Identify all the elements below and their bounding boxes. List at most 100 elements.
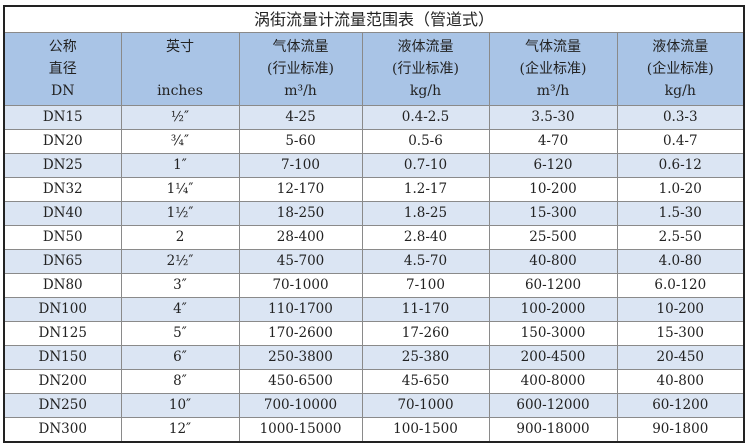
table-cell: 6.0-120 <box>616 273 745 298</box>
table-cell: 1″ <box>120 153 240 178</box>
table-cell: DN80 <box>3 273 122 298</box>
header-line: (企业标准) <box>646 61 714 77</box>
table-cell: 8″ <box>120 369 240 394</box>
table-row: DN300 12″ 1000-15000 100-1500 900-18000 90-18… <box>3 417 745 443</box>
table-cell: 90-1800 <box>616 417 745 443</box>
table-cell: 45-700 <box>238 249 363 274</box>
column-header: 气体流量 (行业标准) m³/h <box>238 32 363 106</box>
table-row: DN50 2 28-400 2.8-40 25-500 2.5-50 <box>3 225 745 250</box>
table-cell: 7-100 <box>361 273 490 298</box>
table-cell: 6-120 <box>488 153 618 178</box>
table-row: DN40 1½″ 18-250 1.8-25 15-300 1.5-30 <box>3 201 745 226</box>
table-cell: 1.0-20 <box>616 177 745 202</box>
header-line: (行业标准) <box>392 61 459 77</box>
table-cell: DN100 <box>3 297 122 322</box>
header-line: (企业标准) <box>519 61 587 77</box>
table-cell: 1.2-17 <box>361 177 490 202</box>
table-cell: 45-650 <box>361 369 490 394</box>
table-cell: 700-10000 <box>238 393 363 418</box>
table-cell: 5-60 <box>238 129 363 154</box>
header-line: 英寸 <box>166 39 194 55</box>
header-line: inches <box>157 83 203 99</box>
header-line: 液体流量 <box>652 39 709 55</box>
table-cell: DN250 <box>3 393 122 418</box>
table-cell: 0.6-12 <box>616 153 745 178</box>
table-row: DN15 ½″ 4-25 0.4-2.5 3.5-30 0.3-3 <box>3 105 745 130</box>
table-cell: DN200 <box>3 369 122 394</box>
header-line: 气体流量 <box>272 39 329 55</box>
column-header: 公称 直径 DN <box>3 32 122 106</box>
header-line: 直径 <box>48 61 77 77</box>
table-cell: 60-1200 <box>488 273 618 298</box>
table-cell: 3″ <box>120 273 240 298</box>
table-cell: 5″ <box>120 321 240 346</box>
table-cell: 60-1200 <box>616 393 745 418</box>
table-cell: 18-250 <box>238 201 363 226</box>
table-cell: 4″ <box>120 297 240 322</box>
header-line: m³/h <box>284 83 317 99</box>
table-cell: 1¼″ <box>120 177 240 202</box>
header-row: 公称 直径 DN 英寸 inches 气体流量 (行业标准) m³/h 液体流量 (行业标准) kg… <box>3 32 745 106</box>
table-title: 涡街流量计流量范围表（管道式） <box>3 5 745 33</box>
table-row: DN65 2½″ 45-700 4.5-70 40-800 4.0-80 <box>3 249 745 274</box>
header-line: 气体流量 <box>525 39 581 55</box>
table-cell: DN40 <box>3 201 122 226</box>
table-cell: 250-3800 <box>238 345 363 370</box>
table-row: DN250 10″ 700-10000 70-1000 600-12000 60-1200 <box>3 393 745 418</box>
table-cell: 170-2600 <box>238 321 363 346</box>
table-cell: 100-1500 <box>361 417 490 443</box>
table-cell: 10-200 <box>488 177 618 202</box>
table-cell: 25-500 <box>488 225 618 250</box>
table-cell: 2 <box>120 225 240 250</box>
table-cell: 110-1700 <box>238 297 363 322</box>
table-row: DN125 5″ 170-2600 17-260 150-3000 15-300 <box>3 321 745 346</box>
table-cell: 12″ <box>120 417 240 443</box>
header-line: 液体流量 <box>397 39 454 55</box>
table-cell: 15-300 <box>616 321 745 346</box>
table-cell: DN150 <box>3 345 122 370</box>
table-cell: DN15 <box>3 105 122 130</box>
table-cell: 40-800 <box>488 249 618 274</box>
table-cell: 200-4500 <box>488 345 618 370</box>
table-cell: 0.4-2.5 <box>361 105 490 130</box>
table-cell: 1.5-30 <box>616 201 745 226</box>
header-line: (行业标准) <box>267 61 334 77</box>
table-cell: 2.5-50 <box>616 225 745 250</box>
table-row: DN150 6″ 250-3800 25-380 200-4500 20-450 <box>3 345 745 370</box>
table-cell: 40-800 <box>616 369 745 394</box>
table-cell: 1.8-25 <box>361 201 490 226</box>
table-cell: 28-400 <box>238 225 363 250</box>
table-cell: 400-8000 <box>488 369 618 394</box>
table-cell: 10-200 <box>616 297 745 322</box>
header-line: DN <box>51 83 75 99</box>
header-line: kg/h <box>409 83 442 99</box>
table-row: DN25 1″ 7-100 0.7-10 6-120 0.6-12 <box>3 153 745 178</box>
table-cell: DN300 <box>3 417 122 443</box>
table-cell: 70-1000 <box>361 393 490 418</box>
table-cell: DN65 <box>3 249 122 274</box>
table-row: DN20 ¾″ 5-60 0.5-6 4-70 0.4-7 <box>3 129 745 154</box>
table-row: DN200 8″ 450-6500 45-650 400-8000 40-800 <box>3 369 745 394</box>
table-row: DN80 3″ 70-1000 7-100 60-1200 6.0-120 <box>3 273 745 298</box>
table-cell: DN50 <box>3 225 122 250</box>
table-cell: 150-3000 <box>488 321 618 346</box>
table-cell: 4.5-70 <box>361 249 490 274</box>
table-cell: 0.3-3 <box>616 105 745 130</box>
table-cell: 0.4-7 <box>616 129 745 154</box>
table-cell: 4-25 <box>238 105 363 130</box>
table-row: DN32 1¼″ 12-170 1.2-17 10-200 1.0-20 <box>3 177 745 202</box>
table-cell: 15-300 <box>488 201 618 226</box>
table-row: DN100 4″ 110-1700 11-170 100-2000 10-200 <box>3 297 745 322</box>
table-cell: DN20 <box>3 129 122 154</box>
table-cell: 20-450 <box>616 345 745 370</box>
table-cell: 2½″ <box>120 249 240 274</box>
column-header: 液体流量 (行业标准) kg/h <box>361 32 490 106</box>
header-line: m³/h <box>536 83 570 99</box>
column-header: 液体流量 (企业标准) kg/h <box>616 32 745 106</box>
table-cell: 70-1000 <box>238 273 363 298</box>
table-cell: 900-18000 <box>488 417 618 443</box>
table-cell: 25-380 <box>361 345 490 370</box>
column-header: 气体流量 (企业标准) m³/h <box>488 32 618 106</box>
table-cell: 0.7-10 <box>361 153 490 178</box>
table-cell: 11-170 <box>361 297 490 322</box>
